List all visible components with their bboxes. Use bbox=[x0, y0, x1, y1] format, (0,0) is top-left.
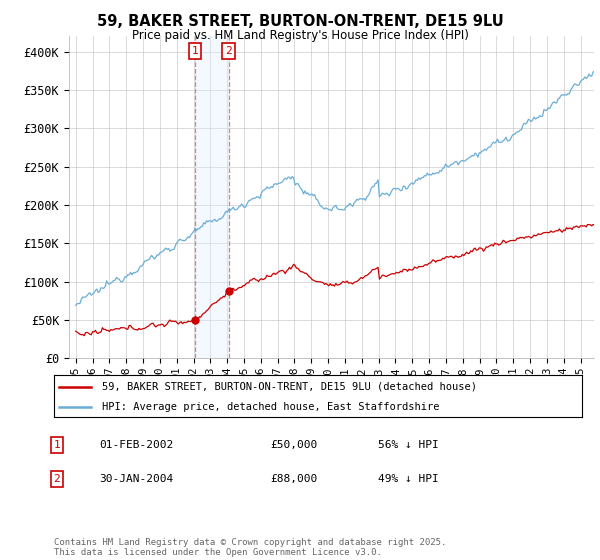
Text: £88,000: £88,000 bbox=[270, 474, 317, 484]
Text: 2: 2 bbox=[53, 474, 61, 484]
Text: HPI: Average price, detached house, East Staffordshire: HPI: Average price, detached house, East… bbox=[101, 402, 439, 412]
Text: £50,000: £50,000 bbox=[270, 440, 317, 450]
Text: 1: 1 bbox=[53, 440, 61, 450]
Text: 01-FEB-2002: 01-FEB-2002 bbox=[99, 440, 173, 450]
Text: 2: 2 bbox=[225, 46, 232, 56]
Text: Contains HM Land Registry data © Crown copyright and database right 2025.
This d: Contains HM Land Registry data © Crown c… bbox=[54, 538, 446, 557]
Text: Price paid vs. HM Land Registry's House Price Index (HPI): Price paid vs. HM Land Registry's House … bbox=[131, 29, 469, 42]
Text: 59, BAKER STREET, BURTON-ON-TRENT, DE15 9LU: 59, BAKER STREET, BURTON-ON-TRENT, DE15 … bbox=[97, 14, 503, 29]
Bar bbox=[195, 36, 229, 358]
Text: 49% ↓ HPI: 49% ↓ HPI bbox=[378, 474, 439, 484]
Text: 1: 1 bbox=[191, 46, 198, 56]
Text: 59, BAKER STREET, BURTON-ON-TRENT, DE15 9LU (detached house): 59, BAKER STREET, BURTON-ON-TRENT, DE15 … bbox=[101, 382, 476, 392]
Text: 30-JAN-2004: 30-JAN-2004 bbox=[99, 474, 173, 484]
Text: 56% ↓ HPI: 56% ↓ HPI bbox=[378, 440, 439, 450]
